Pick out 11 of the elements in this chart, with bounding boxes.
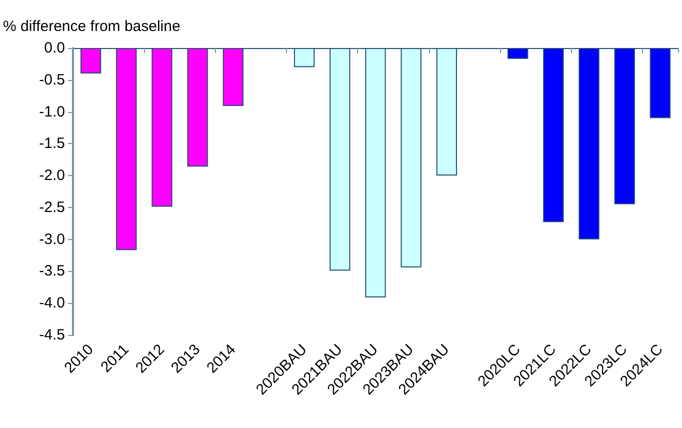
y-tick-label: -4.0 — [39, 294, 65, 312]
y-tick-label: -4.5 — [39, 326, 65, 344]
y-tick-label: -3.0 — [39, 230, 65, 248]
y-tick-label: -1.0 — [39, 103, 65, 120]
y-tick-label: 0.0 — [44, 40, 65, 56]
y-tick-label: -0.5 — [39, 71, 65, 88]
y-tick-label: -2.0 — [39, 167, 65, 184]
y-axis-title: % difference from baseline — [3, 18, 180, 35]
y-tick-label: -2.5 — [39, 198, 65, 216]
y-tick-label: -3.5 — [39, 262, 65, 280]
y-tick-label: -1.5 — [39, 135, 65, 152]
